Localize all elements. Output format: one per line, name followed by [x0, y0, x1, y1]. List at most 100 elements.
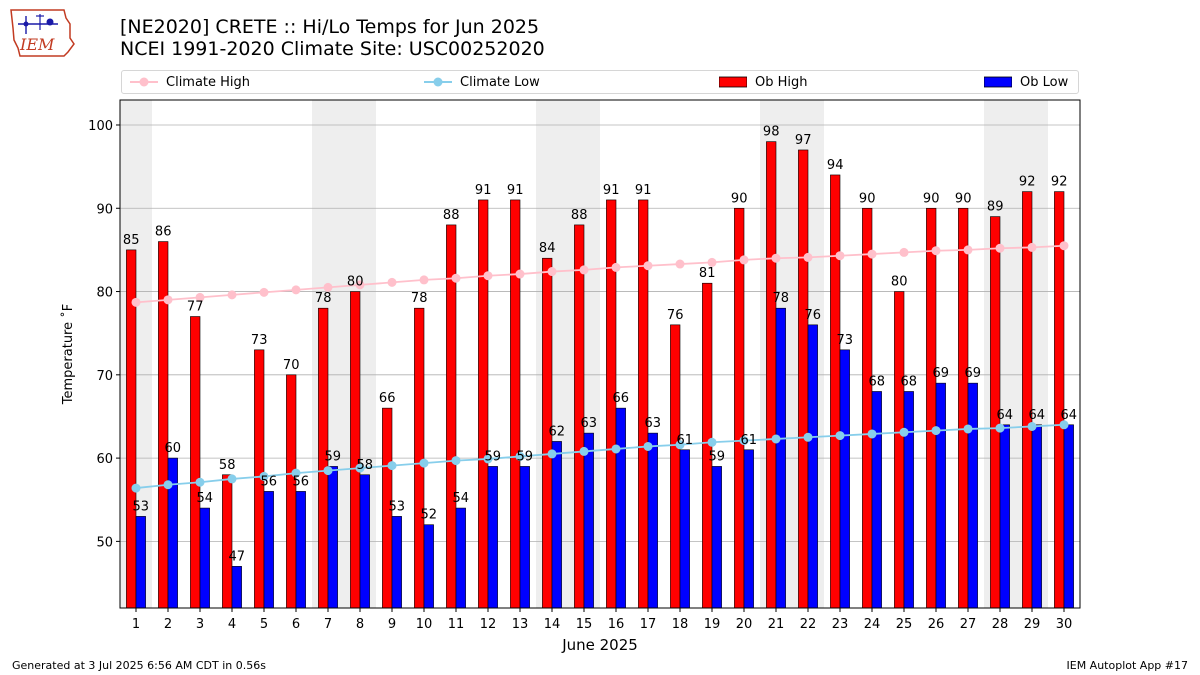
y-axis-title: Temperature ˚F [60, 304, 76, 405]
x-tick-label-13: 13 [512, 617, 529, 632]
point-climate-high-day-7 [323, 282, 333, 292]
bar-ob-low-day-6 [295, 491, 306, 609]
y-tick-label-100: 100 [88, 119, 113, 134]
bar-ob-high-day-30 [1054, 191, 1065, 609]
label-ob-high-day-23: 94 [827, 158, 844, 173]
x-tick-label-5: 5 [260, 617, 268, 632]
x-tick-label-4: 4 [228, 617, 236, 632]
label-ob-low-day-24: 68 [869, 374, 886, 389]
label-ob-high-day-21: 98 [763, 125, 780, 140]
label-ob-low-day-9: 53 [389, 499, 406, 514]
label-ob-high-day-14: 84 [539, 241, 556, 256]
label-ob-high-day-16: 91 [603, 183, 620, 198]
point-climate-low-day-10 [419, 458, 429, 468]
data-labels: 85 86 77 58 73 70 78 80 66 78 88 91 91 84 88 91 91 76 81 90… [123, 125, 1077, 565]
label-ob-high-day-30: 92 [1051, 175, 1068, 190]
point-climate-low-day-15 [579, 446, 589, 456]
label-ob-low-day-27: 69 [965, 366, 982, 381]
point-climate-high-day-25 [899, 247, 909, 257]
bar-ob-low-day-15 [583, 432, 594, 609]
x-tick-label-1: 1 [132, 617, 140, 632]
plot-frame [119, 99, 1081, 609]
point-climate-high-day-28 [995, 243, 1005, 253]
x-tick-label-29: 29 [1024, 617, 1041, 632]
point-climate-high-day-6 [291, 285, 301, 295]
point-climate-low-day-20 [739, 436, 749, 446]
x-tick-label-8: 8 [356, 617, 364, 632]
bar-ob-low-day-19 [711, 466, 722, 609]
label-ob-low-day-25: 68 [901, 374, 918, 389]
point-climate-low-day-25 [899, 427, 909, 437]
label-ob-high-day-28: 89 [987, 200, 1004, 215]
legend-swatch-ob-high [719, 76, 747, 88]
point-climate-low-day-5 [259, 471, 269, 481]
point-climate-high-day-23 [835, 251, 845, 261]
label-ob-low-day-12: 59 [485, 449, 502, 464]
x-tick-label-10: 10 [416, 617, 433, 632]
legend-item-ob-high: Ob High [719, 71, 808, 93]
point-climate-low-day-19 [707, 437, 717, 447]
bar-ob-low-day-28 [999, 424, 1010, 609]
x-tick-label-26: 26 [928, 617, 945, 632]
legend-label-climate-high: Climate High [166, 74, 251, 90]
bar-ob-high-day-29 [1022, 191, 1033, 609]
label-ob-high-day-26: 90 [923, 191, 940, 206]
label-ob-high-day-9: 66 [379, 391, 396, 406]
label-ob-high-day-12: 91 [475, 183, 492, 198]
point-climate-high-day-2 [163, 295, 173, 305]
bar-ob-low-day-14 [551, 441, 562, 609]
x-tick-label-12: 12 [480, 617, 497, 632]
bar-ob-high-day-20 [734, 207, 745, 609]
point-climate-high-day-26 [931, 246, 941, 256]
label-ob-low-day-11: 54 [453, 491, 470, 506]
point-climate-low-day-9 [387, 461, 397, 471]
bar-ob-low-day-10 [423, 524, 434, 609]
point-climate-low-day-23 [835, 431, 845, 441]
chart-subtitle: NCEI 1991-2020 Climate Site: USC00252020 [120, 38, 545, 60]
bar-ob-low-day-21 [775, 307, 786, 609]
x-tick-label-21: 21 [768, 617, 785, 632]
label-ob-high-day-8: 80 [347, 275, 364, 290]
bar-ob-low-day-30 [1063, 424, 1074, 609]
label-ob-low-day-8: 58 [357, 458, 374, 473]
x-tick-label-23: 23 [832, 617, 849, 632]
point-climate-high-day-15 [579, 265, 589, 275]
x-tick-label-9: 9 [388, 617, 396, 632]
bar-ob-low-day-9 [391, 516, 402, 609]
point-climate-high-day-20 [739, 255, 749, 265]
point-climate-high-day-21 [771, 253, 781, 263]
label-ob-low-day-26: 69 [933, 366, 950, 381]
point-climate-low-day-30 [1059, 420, 1069, 430]
x-tick-label-25: 25 [896, 617, 913, 632]
legend-item-ob-low: Ob Low [984, 71, 1068, 93]
logo-text: IEM [19, 35, 55, 54]
bar-ob-low-day-5 [263, 491, 274, 609]
label-ob-high-day-6: 70 [283, 358, 300, 373]
bar-ob-high-day-25 [894, 291, 905, 609]
bar-ob-low-day-20 [743, 449, 754, 609]
x-tick-label-19: 19 [704, 617, 721, 632]
point-climate-low-day-26 [931, 426, 941, 436]
point-climate-high-day-8 [355, 280, 365, 290]
point-climate-low-day-12 [483, 454, 493, 464]
x-tick-label-30: 30 [1056, 617, 1073, 632]
label-ob-high-day-10: 78 [411, 291, 428, 306]
label-ob-low-day-14: 62 [549, 424, 566, 439]
bar-ob-high-day-17 [638, 199, 649, 609]
label-ob-high-day-29: 92 [1019, 175, 1036, 190]
point-climate-high-day-14 [547, 267, 557, 277]
label-ob-high-day-27: 90 [955, 191, 972, 206]
bar-ob-low-day-24 [871, 391, 882, 609]
point-climate-low-day-6 [291, 468, 301, 478]
point-climate-low-day-8 [355, 463, 365, 473]
legend-label-ob-low: Ob Low [1020, 74, 1069, 90]
bar-ob-low-day-8 [359, 474, 370, 609]
point-climate-low-day-29 [1027, 421, 1037, 431]
line-climate-low [135, 423, 1065, 489]
bar-ob-low-day-4 [231, 566, 242, 609]
point-climate-high-day-24 [867, 249, 877, 259]
bar-ob-low-day-17 [647, 432, 658, 609]
label-ob-high-day-2: 86 [155, 225, 172, 240]
label-ob-high-day-11: 88 [443, 208, 460, 223]
bar-ob-high-day-8 [350, 291, 361, 609]
